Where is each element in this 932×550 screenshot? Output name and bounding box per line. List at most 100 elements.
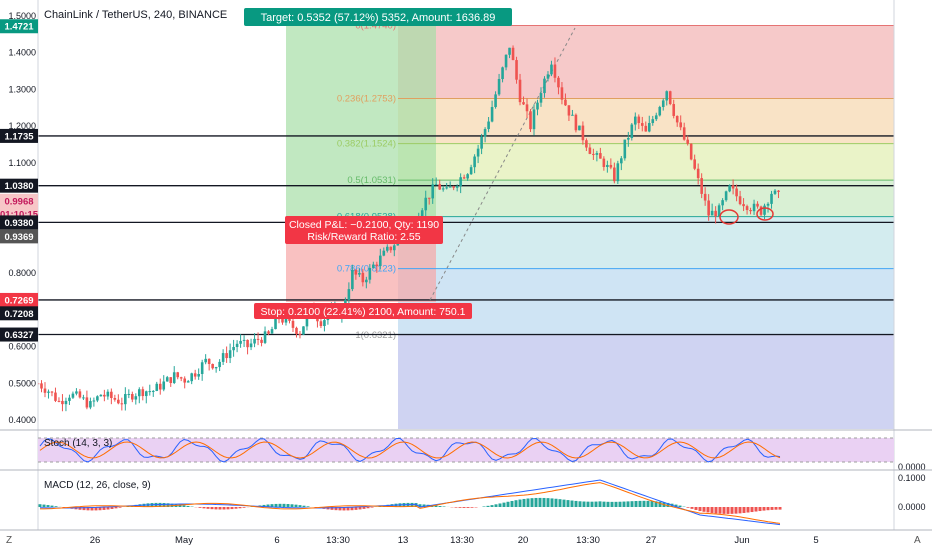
candle-body [204,358,207,363]
macd-bar [362,507,366,509]
macd-label[interactable]: MACD (12, 26, close, 9) [44,480,151,491]
price-tag [0,292,38,307]
fib-band [398,25,894,99]
candle-body [382,250,386,256]
candle-body [679,122,683,128]
candle-body [253,338,256,344]
candle-body [700,178,703,194]
price-tick: 1.5000 [8,11,36,21]
candle-body [501,67,504,80]
candle-body [424,197,428,211]
time-axis[interactable]: 26 May 6 13:30 13 13:30 20 13:30 27 Jun 5 [90,535,819,546]
candle-body [661,100,665,107]
macd-bar [414,503,418,507]
stop-label-text: Stop: 0.2100 (22.41%) 2100, Amount: 750.… [261,306,466,318]
candle-body [274,318,277,330]
macd-bar [742,507,746,513]
macd-bar [658,501,662,507]
macd-bar [610,501,614,507]
price-tag [0,327,38,342]
candle-body [131,394,134,400]
candle-body [347,289,351,301]
fib-band [398,143,894,181]
macd-bar [730,507,734,514]
candle-body [144,391,148,397]
macd-bar [282,503,286,507]
macd-bar [182,505,186,507]
candle-body [672,104,676,116]
macd-bar [602,501,606,507]
candle-body [731,185,735,189]
candle-body [469,167,473,175]
candle-body [703,193,707,201]
highlight-circle[interactable] [719,209,739,225]
candle-body [291,320,295,328]
highlight-circle[interactable] [756,207,774,221]
fib-lower-zone [398,335,894,429]
candle-body [585,140,588,148]
macd-bar [566,500,570,507]
candle-body [64,400,68,405]
stoch-label[interactable]: Stoch (14, 3, 3) [44,438,112,449]
candle-body [61,400,64,405]
macd-bar [106,507,110,510]
candle-body [260,339,263,343]
macd-bar [622,501,626,507]
candle-body [504,54,508,68]
macd-bar [746,507,750,513]
target-label[interactable]: Target: 0.5352 (57.12%) 5352, Amount: 16… [244,8,512,26]
candle-body [497,79,501,95]
candle-body [651,119,655,124]
candle-body [752,203,756,212]
candle-body [40,383,43,389]
candle-body [633,116,637,125]
candle-body [686,139,689,144]
candle-body [200,362,204,374]
candle-body [221,353,225,362]
macd-bar [698,507,702,512]
symbol-title[interactable]: ChainLink / TetherUS, 240, BINANCE [44,9,227,21]
macd-bar [578,501,582,507]
macd-bar [366,507,370,509]
macd-bar [82,507,86,511]
candle-body [777,190,780,192]
candle-body [770,193,773,204]
candle-body [99,394,103,397]
candle-body [117,399,120,404]
fib-level-label: 0.382(1.1524) [337,139,396,150]
closed-pl-label[interactable]: Closed P&L: −0.2100, Qty: 1190 Risk/Rewa… [285,216,443,244]
macd-bar [674,504,678,507]
price-tag-label: 0.7208 [4,309,33,320]
candle-body [494,94,497,108]
candle-body [525,104,529,112]
macd-bar [562,499,566,507]
macd-bar [678,505,682,507]
time-tick: May [175,535,193,546]
candle-body [668,91,672,105]
fib-band [398,216,894,269]
macd-bar [218,507,222,510]
macd-bar [618,501,622,507]
candle-body [483,129,487,137]
candle-body [438,184,441,190]
macd-bar [642,500,646,507]
candle-body [745,206,749,211]
candle-body [728,185,731,192]
macd-bar [586,501,590,507]
auto-scale-icon[interactable]: A [914,535,921,546]
stop-label[interactable]: Stop: 0.2100 (22.41%) 2100, Amount: 750.… [254,303,472,319]
candle-body [57,400,61,402]
macd-bar [614,501,618,507]
horizontal-lines[interactable] [38,135,894,336]
price-tag [0,229,38,244]
candle-body [162,381,166,390]
candle-body [773,190,777,194]
macd-bar [754,507,758,512]
candle-body [420,210,424,218]
macd-signal-line [40,482,781,524]
candle-body [190,373,193,382]
macd-bar [214,507,218,510]
macd-bar [570,500,574,507]
zoom-reset-icon[interactable]: Z [6,535,12,546]
price-tick: 0.4000 [8,415,36,425]
